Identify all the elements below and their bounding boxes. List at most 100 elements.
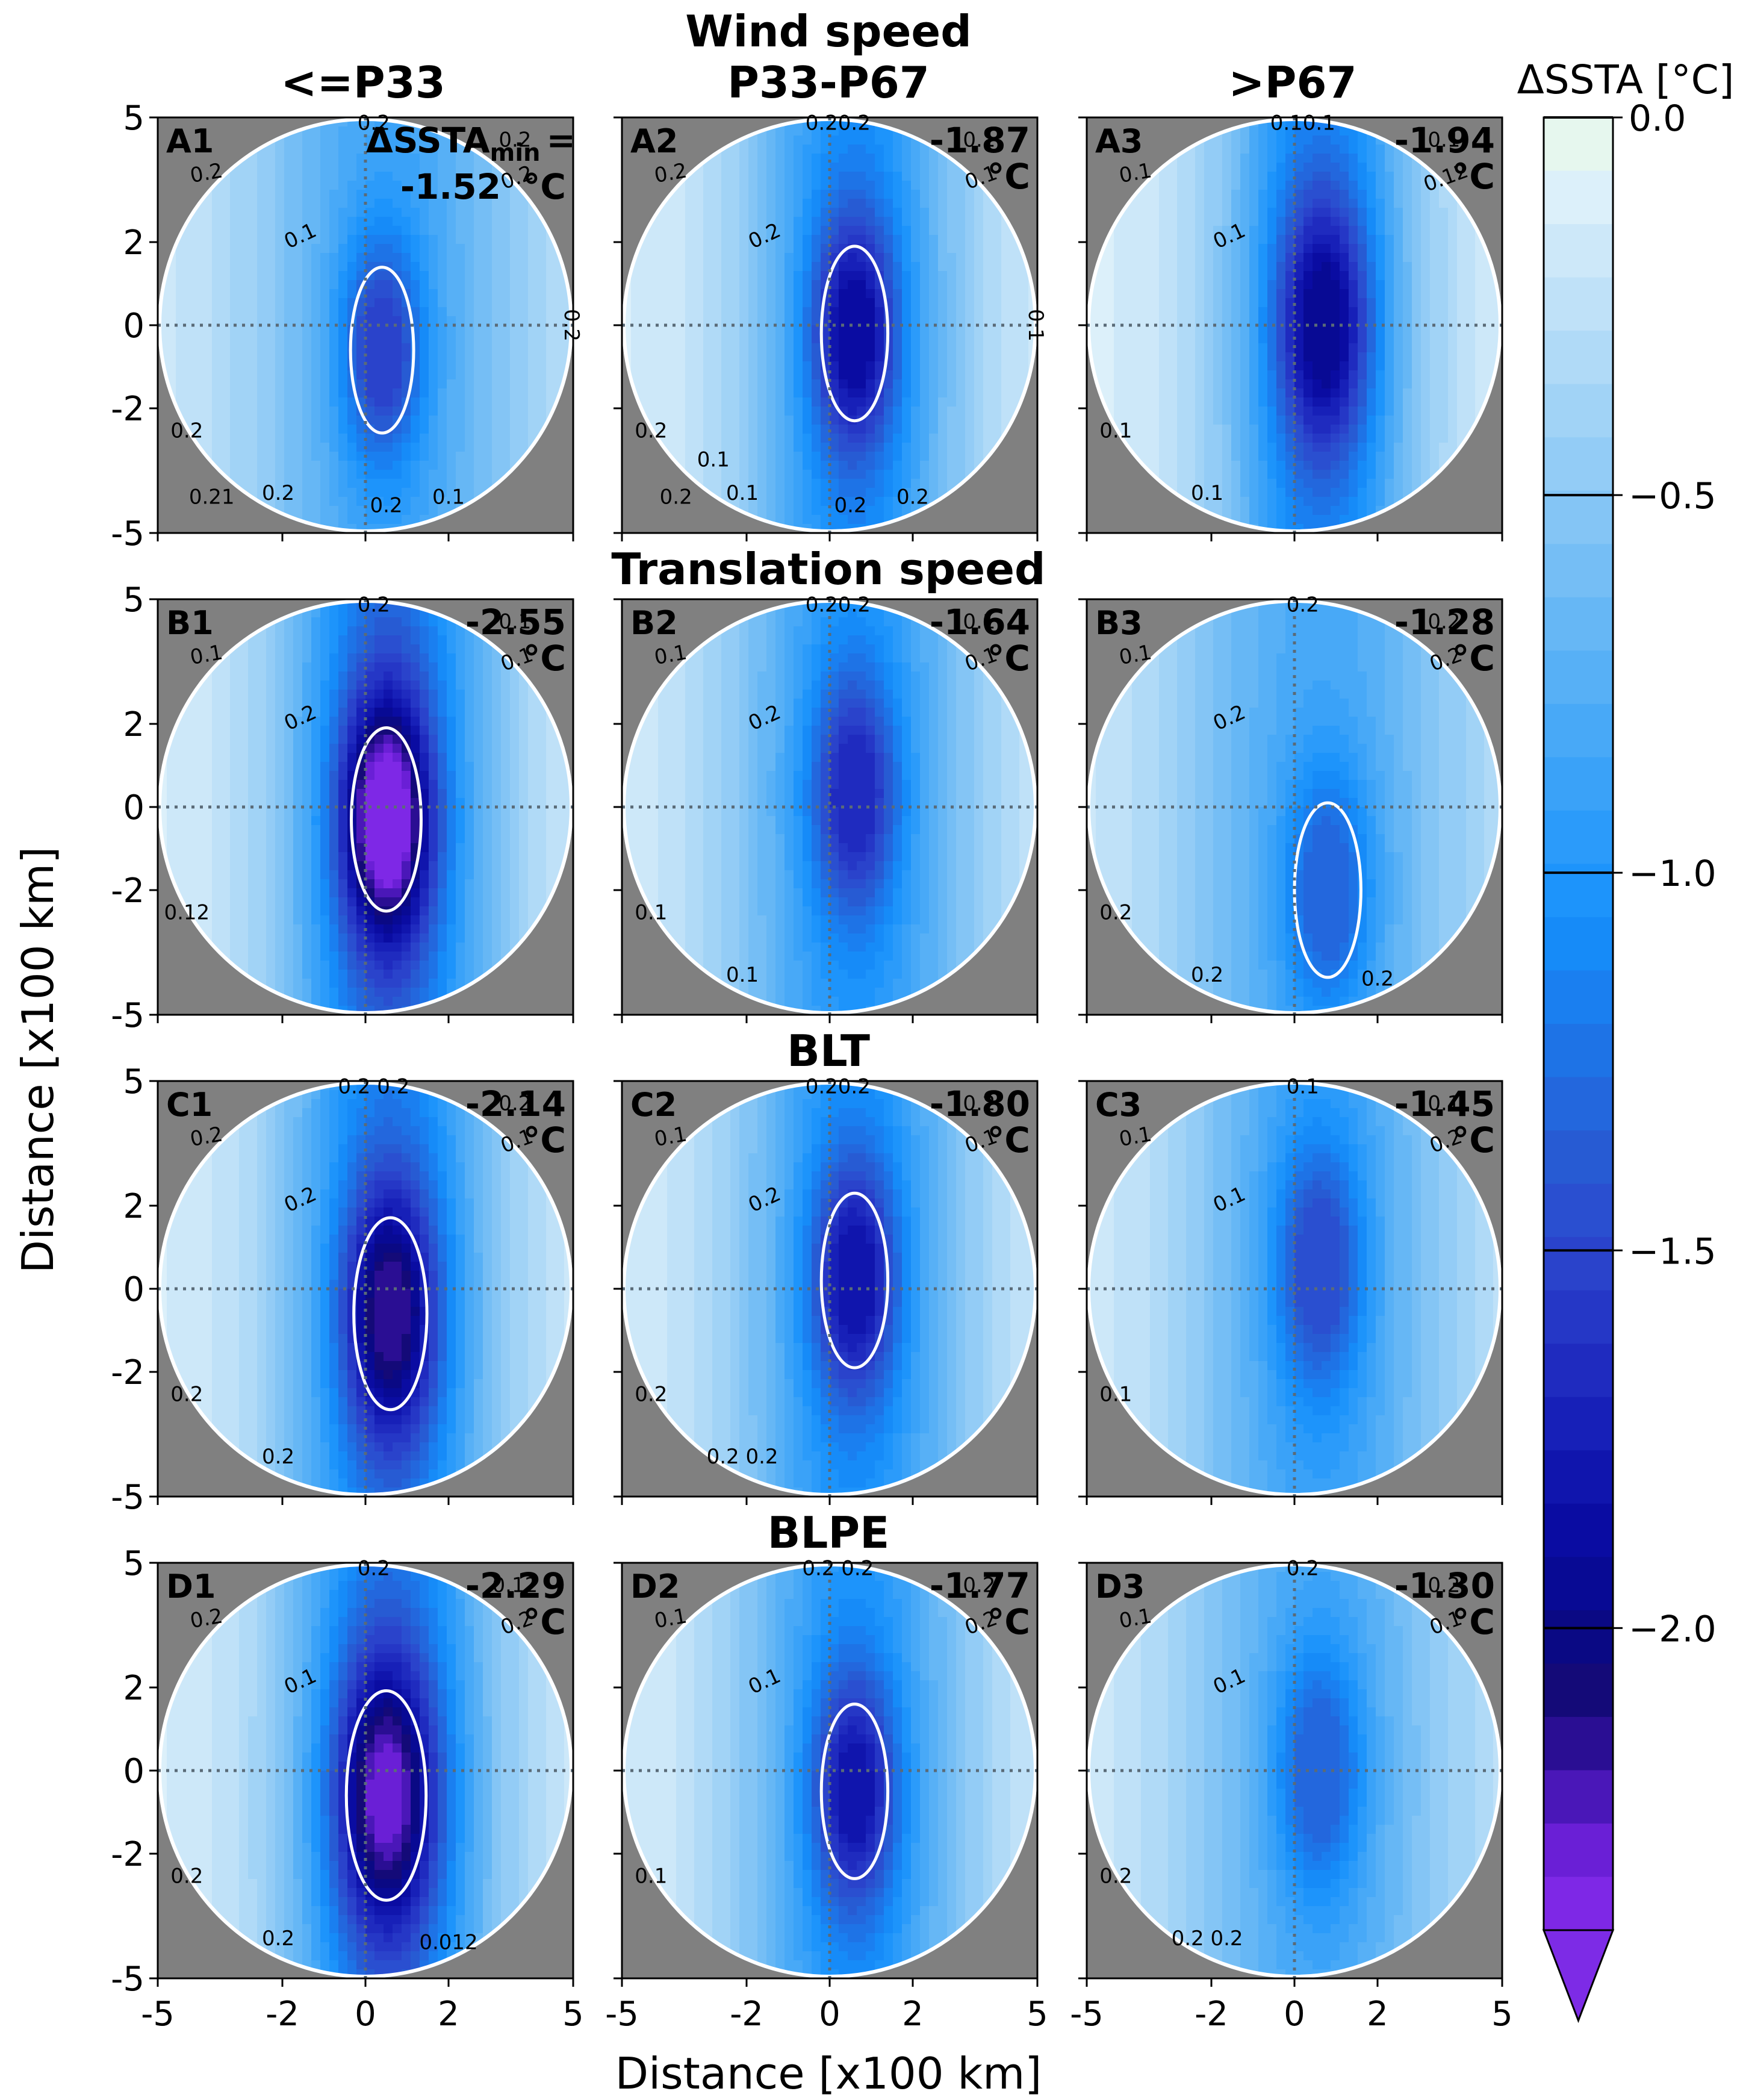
field-cell (374, 316, 384, 326)
field-cell (257, 316, 267, 326)
field-cell (302, 271, 312, 281)
field-cell (356, 181, 366, 190)
field-cell (203, 352, 213, 362)
field-cell (203, 289, 213, 299)
field-cell (429, 397, 438, 407)
field-cell (320, 271, 330, 281)
field-cell (766, 506, 776, 516)
field-cell (329, 136, 339, 145)
field-cell (329, 506, 339, 516)
field-cell (221, 461, 231, 470)
field-cell (1114, 244, 1123, 254)
field-cell (947, 190, 957, 199)
field-cell (176, 262, 185, 272)
field-cell (712, 235, 722, 245)
field-cell (1186, 226, 1196, 235)
field-cell (185, 316, 194, 326)
field-cell (757, 425, 767, 434)
field-cell (992, 217, 1002, 226)
field-cell (929, 262, 939, 272)
field-cell (293, 307, 303, 317)
field-cell (1195, 154, 1205, 163)
field-cell (640, 253, 650, 263)
field-cell (429, 352, 438, 362)
field-cell (420, 470, 429, 479)
field-cell (320, 488, 330, 497)
field-cell (447, 461, 456, 470)
field-cell (465, 470, 474, 479)
field-cell (311, 244, 321, 254)
field-cell (766, 280, 776, 290)
field-cell (893, 334, 903, 344)
field-cell (929, 407, 939, 416)
field-cell (721, 434, 731, 443)
field-cell (839, 226, 848, 235)
field-cell (938, 181, 948, 190)
field-cell (384, 298, 393, 308)
field-cell (730, 325, 740, 335)
field-cell (938, 334, 948, 344)
field-cell (893, 379, 903, 389)
field-cell (411, 154, 420, 163)
field-cell (185, 397, 194, 407)
field-cell (1249, 126, 1259, 136)
field-cell (857, 217, 866, 226)
field-cell (1349, 136, 1358, 145)
field-cell (956, 388, 966, 398)
field-cell (938, 397, 948, 407)
field-cell (965, 334, 975, 344)
field-cell (429, 280, 438, 290)
field-cell (555, 334, 565, 344)
field-cell (402, 208, 411, 217)
field-cell (1168, 163, 1178, 172)
field-cell (685, 352, 695, 362)
field-cell (456, 145, 465, 154)
field-cell (911, 461, 921, 470)
field-cell (775, 262, 785, 272)
field-cell (393, 515, 402, 525)
field-cell (438, 163, 447, 172)
field-cell (447, 208, 456, 217)
field-cell (411, 443, 420, 452)
field-cell (748, 154, 758, 163)
field-cell (320, 479, 330, 488)
field-cell (239, 217, 249, 226)
field-cell (1412, 190, 1421, 199)
field-cell (212, 361, 222, 371)
field-cell (365, 506, 375, 516)
field-cell (902, 244, 912, 254)
field-cell (510, 325, 520, 335)
field-cell (528, 307, 538, 317)
field-cell (474, 370, 483, 380)
field-cell (721, 307, 731, 317)
field-cell (712, 325, 722, 335)
field-cell (384, 271, 393, 281)
field-cell (338, 397, 348, 407)
field-cell (284, 316, 294, 326)
field-cell (649, 244, 659, 254)
field-cell (239, 388, 249, 398)
field-cell (812, 497, 821, 506)
field-cell (293, 136, 303, 145)
field-cell (537, 244, 547, 254)
field-cell (803, 407, 812, 416)
field-cell (275, 488, 285, 497)
field-cell (1258, 217, 1268, 226)
field-cell (420, 289, 429, 299)
field-cell (356, 434, 366, 443)
field-cell (920, 443, 930, 452)
field-cell (1168, 181, 1178, 190)
field-cell (501, 217, 511, 226)
field-cell (402, 253, 411, 263)
field-cell (1019, 334, 1029, 344)
field-cell (329, 172, 339, 181)
field-cell (739, 452, 749, 461)
field-cell (794, 298, 803, 308)
field-cell (1010, 244, 1020, 254)
field-cell (766, 244, 776, 254)
field-cell (1240, 199, 1250, 208)
field-cell (185, 370, 194, 380)
field-cell (284, 407, 294, 416)
field-cell (775, 235, 785, 245)
field-cell (420, 434, 429, 443)
